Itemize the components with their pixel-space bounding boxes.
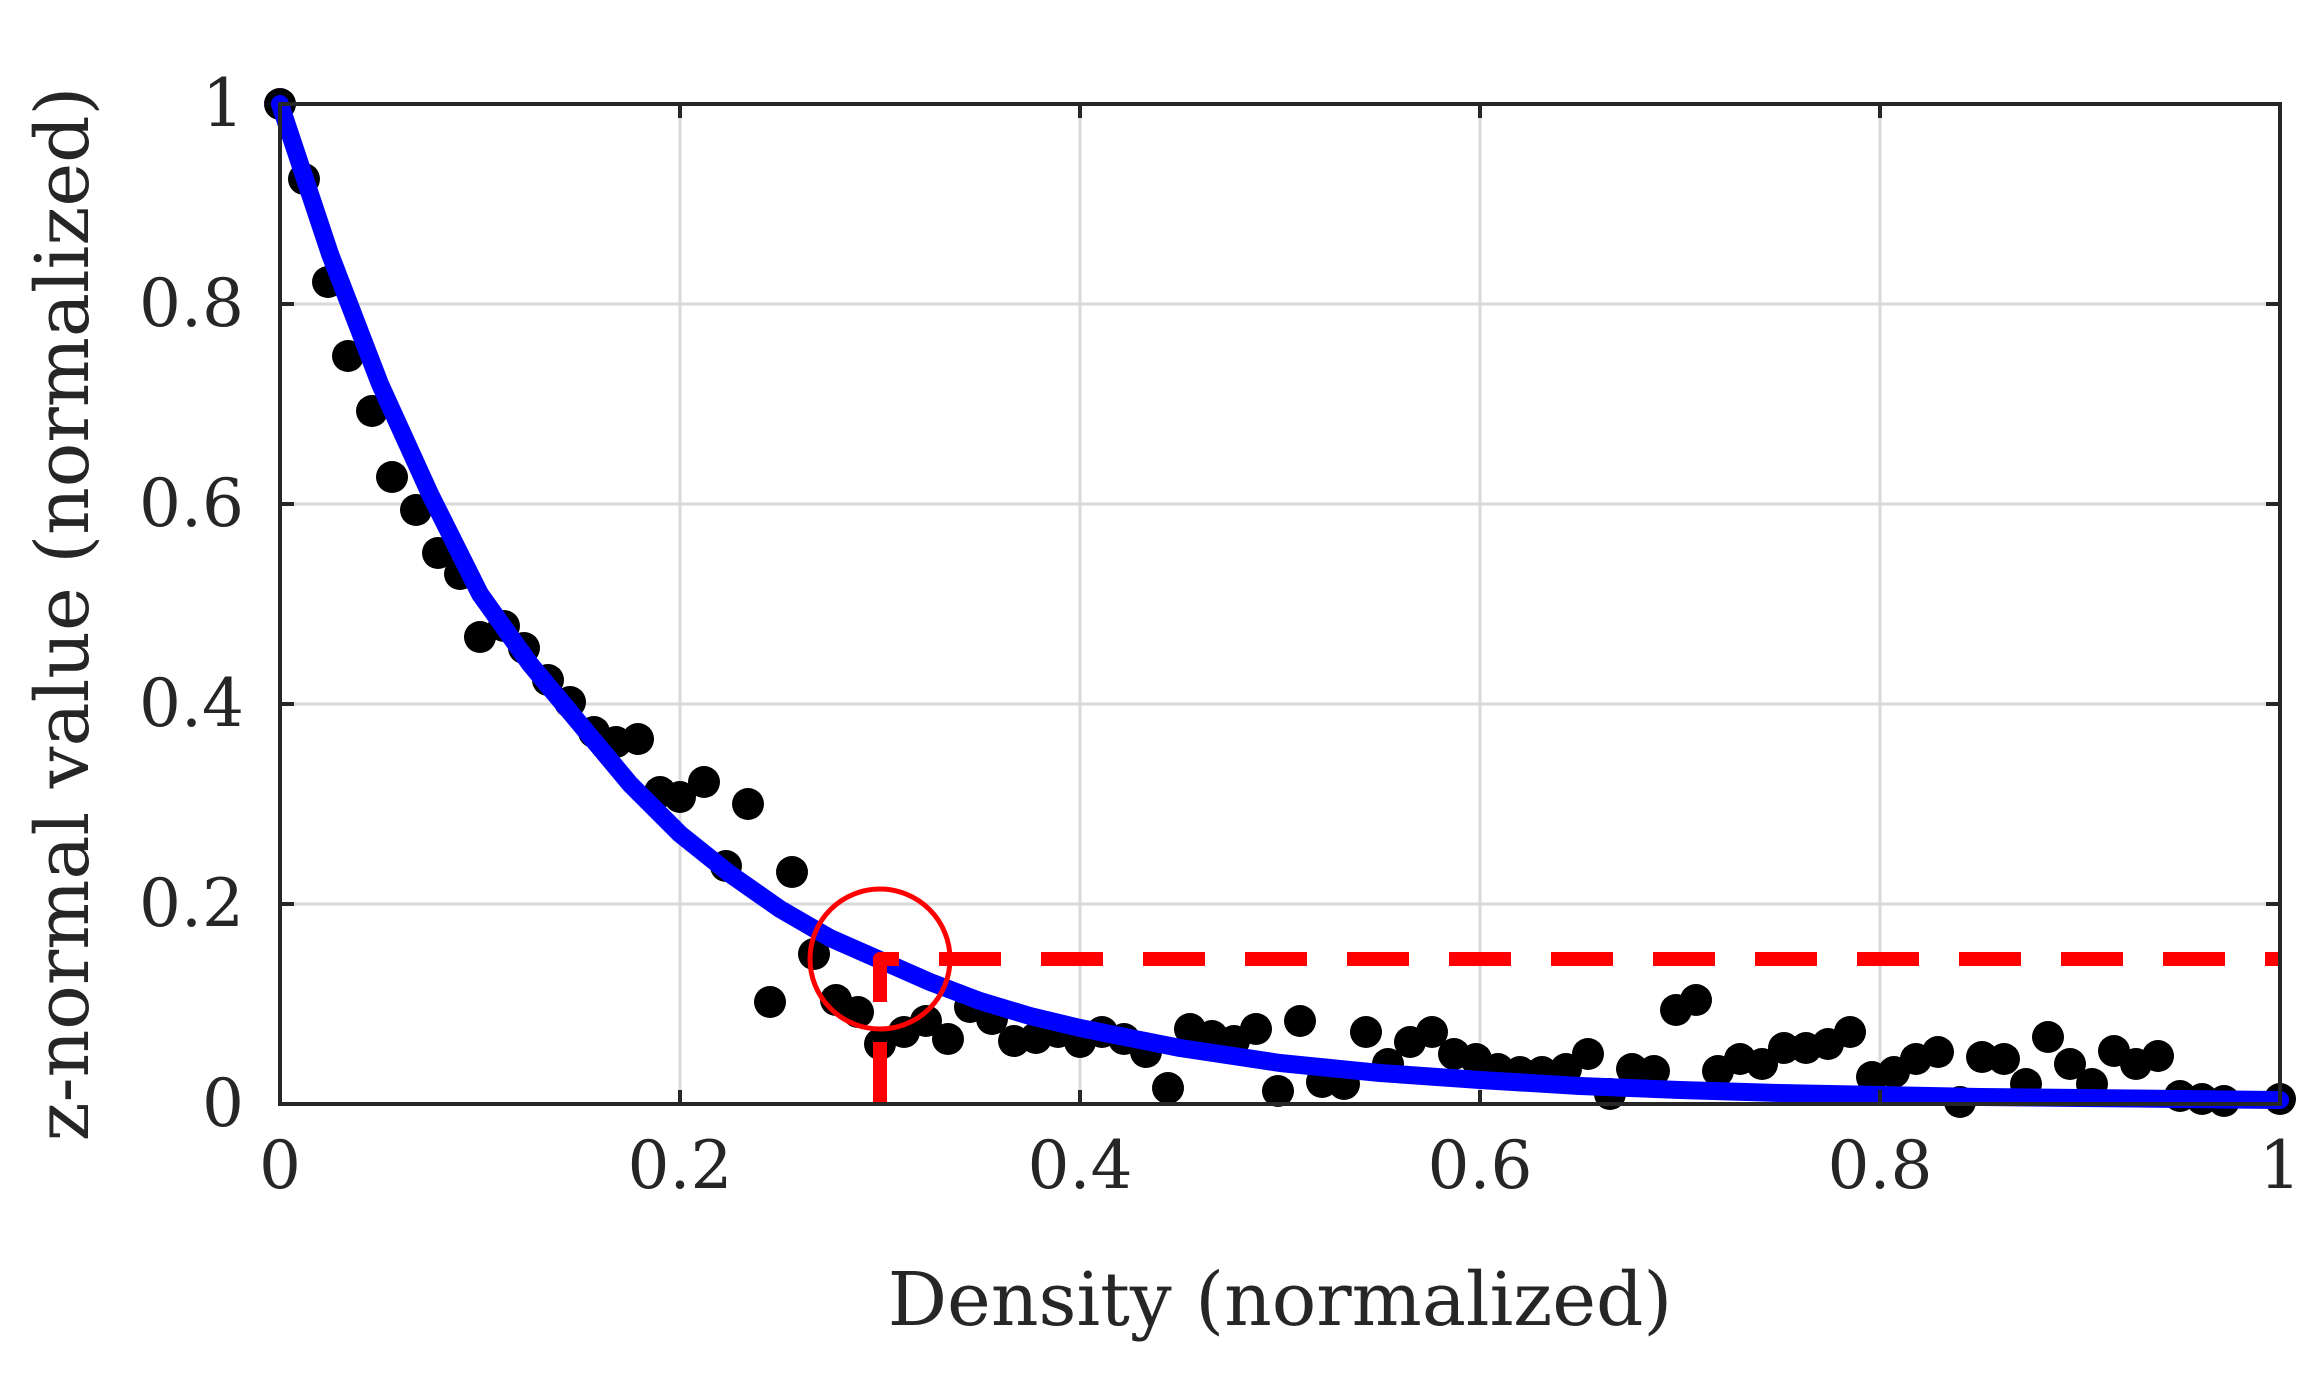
- y-tick-label: 0.4: [139, 665, 244, 742]
- axes-box: [278, 102, 2282, 1106]
- data-point: [688, 766, 720, 798]
- data-point: [1746, 1048, 1778, 1080]
- data-point: [1768, 1032, 1800, 1064]
- data-point: [664, 781, 696, 813]
- series-layer: [264, 88, 2296, 1118]
- data-point: [2142, 1040, 2174, 1072]
- y-tick-label: 0.8: [139, 265, 244, 342]
- data-point: [754, 986, 786, 1018]
- axes-background: [280, 104, 2280, 1104]
- y-tick-label: 1: [202, 65, 244, 142]
- highlight-circle: [807, 886, 953, 1032]
- data-point: [1680, 984, 1712, 1016]
- y-tick-label: 0: [202, 1065, 244, 1142]
- data-point: [622, 723, 654, 755]
- data-point: [1240, 1013, 1272, 1045]
- data-point: [2032, 1021, 2064, 1053]
- data-point: [776, 856, 808, 888]
- data-point: [464, 621, 496, 653]
- data-point: [376, 461, 408, 493]
- x-tick-label: 1: [2259, 1127, 2301, 1204]
- data-point: [332, 340, 364, 372]
- data-point: [1416, 1016, 1448, 1048]
- data-point: [910, 1005, 942, 1037]
- data-point: [1638, 1055, 1670, 1087]
- grid: [280, 104, 2280, 1104]
- data-point: [1988, 1043, 2020, 1075]
- data-point: [1350, 1016, 1382, 1048]
- fit-curve: [271, 95, 2289, 1109]
- y-axis-label: z-normal value (normalized): [20, 87, 106, 1142]
- y-tick-label: 0.6: [139, 465, 244, 542]
- x-axis-label: Density (normalized): [888, 1257, 1673, 1343]
- y-tick-label: 0.2: [139, 865, 244, 942]
- data-point: [732, 788, 764, 820]
- data-point: [1834, 1016, 1866, 1048]
- tick-labels: 0 0.2 0.4 0.6 0.8 1 0 0.2 0.4 0.6 0.8 1: [139, 65, 2301, 1204]
- data-point: [2054, 1048, 2086, 1080]
- x-tick-label: 0: [259, 1127, 301, 1204]
- x-tick-label: 0.2: [628, 1127, 733, 1204]
- data-point: [1922, 1036, 1954, 1068]
- ticks: [278, 102, 2282, 1106]
- x-tick-label: 0.4: [1028, 1127, 1133, 1204]
- data-point: [1284, 1005, 1316, 1037]
- data-point: [1152, 1072, 1184, 1104]
- x-tick-label: 0.6: [1428, 1127, 1533, 1204]
- data-point: [932, 1023, 964, 1055]
- data-point: [1572, 1038, 1604, 1070]
- threshold-line: [873, 952, 2280, 1104]
- x-tick-label: 0.8: [1828, 1127, 1933, 1204]
- plot-area: [264, 88, 2296, 1118]
- data-point: [1262, 1075, 1294, 1107]
- data-point: [798, 938, 830, 970]
